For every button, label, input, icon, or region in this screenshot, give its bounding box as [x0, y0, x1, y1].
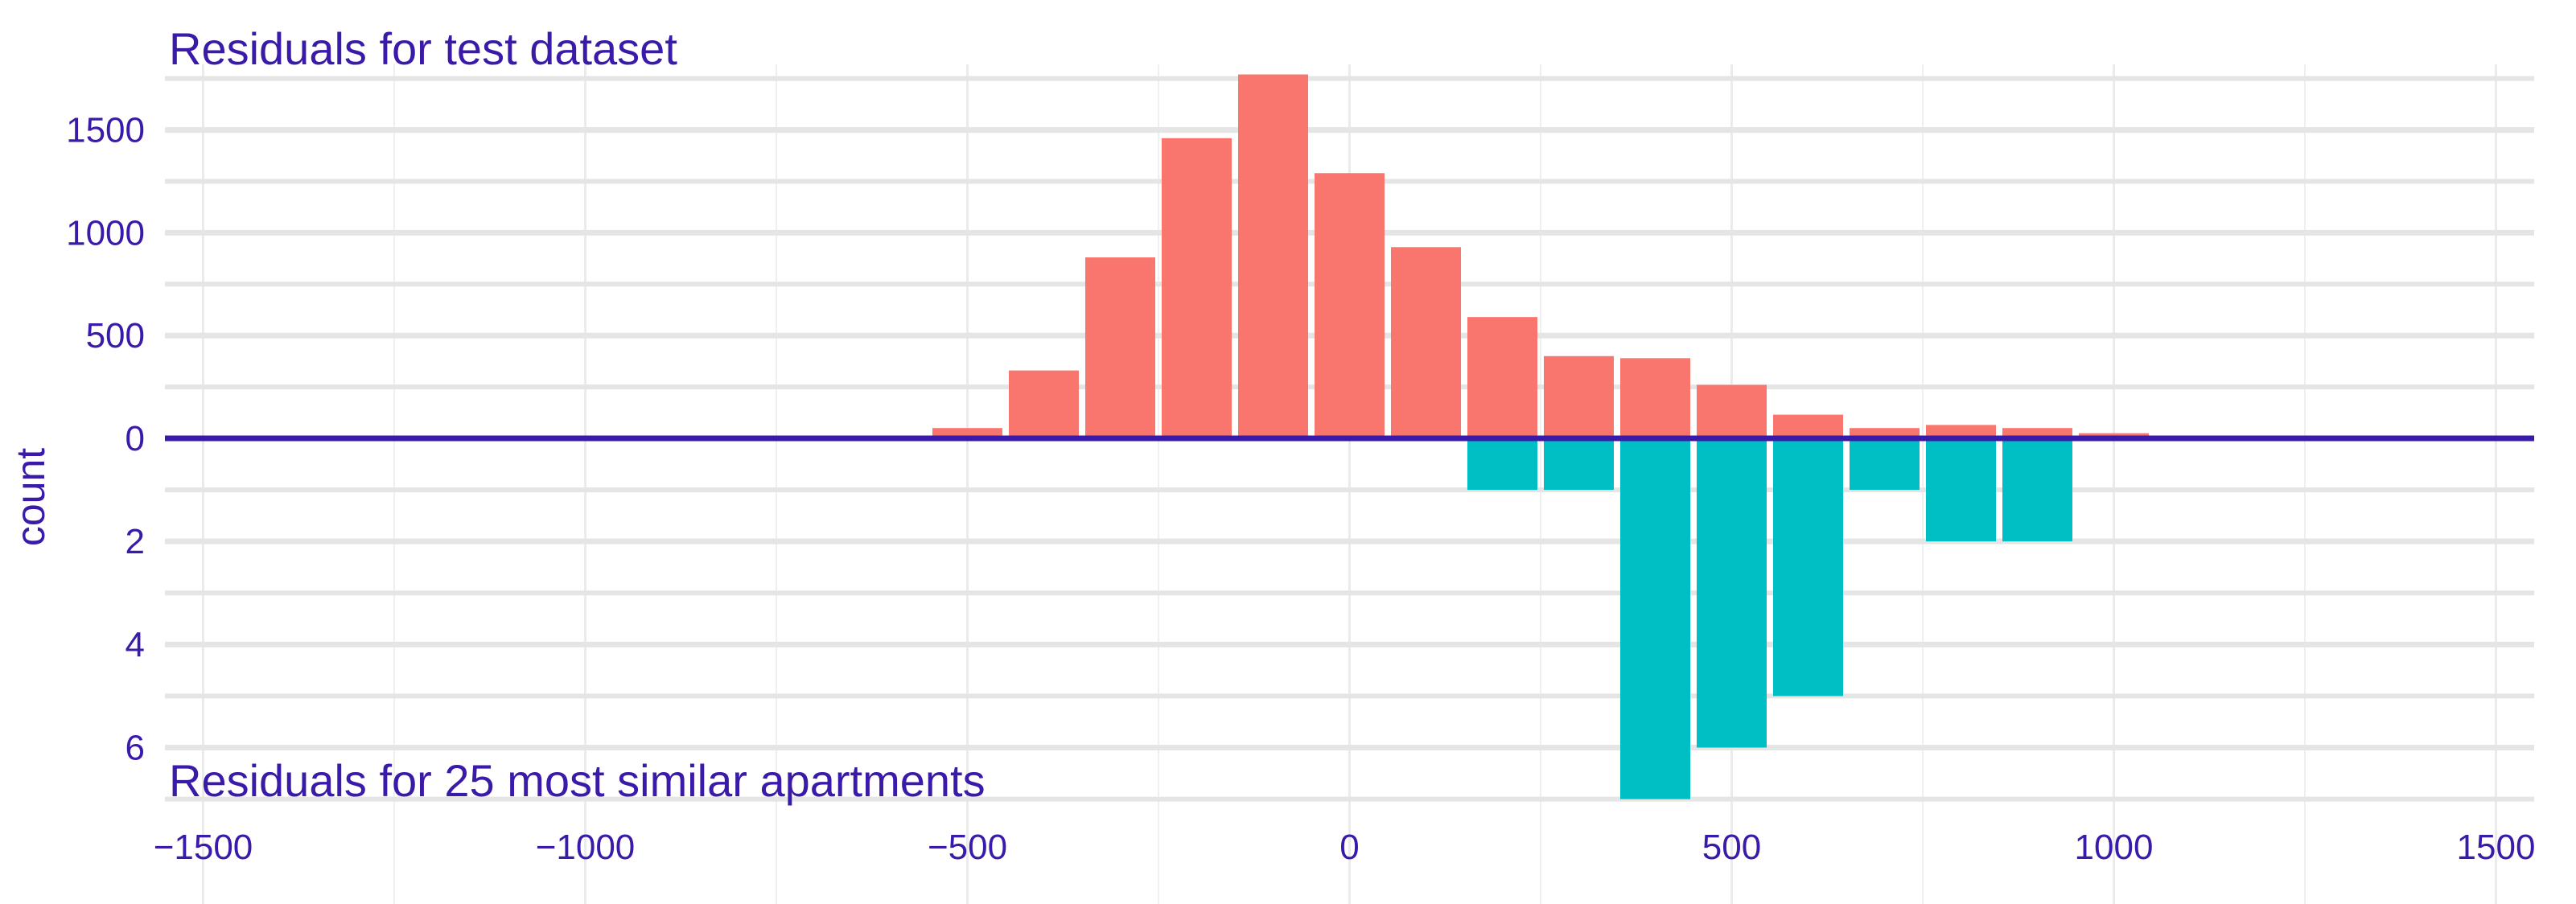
x-tick-label: −500: [928, 828, 1007, 867]
bottom-histogram-bar: [1773, 438, 1843, 696]
x-tick-label: −1000: [536, 828, 636, 867]
labels-layer: 500 1000 1500 0 2 4 6 −1500 −1000 −500 0 500 1000 150…: [66, 111, 2535, 867]
y-tick-label-top: 1000: [66, 213, 145, 253]
bottom-histogram-bar: [1544, 438, 1614, 491]
top-histogram-bar: [1926, 425, 1996, 438]
bars-layer: [932, 74, 2149, 799]
y-tick-label-bottom: 4: [126, 625, 145, 664]
top-histogram-bar: [1009, 370, 1079, 438]
x-tick-label: −1500: [154, 828, 253, 867]
x-tick-label: 500: [1702, 828, 1761, 867]
top-histogram-bar: [1391, 247, 1461, 438]
y-tick-label-zero: 0: [126, 419, 145, 458]
y-tick-label-bottom: 6: [126, 729, 145, 768]
top-histogram-bar: [1085, 257, 1155, 438]
top-histogram-bar: [1697, 384, 1767, 438]
top-panel-title: Residuals for test dataset: [169, 23, 677, 74]
y-tick-label-top: 1500: [66, 111, 145, 150]
bottom-histogram-bar: [1697, 438, 1767, 748]
x-tick-label: 0: [1339, 828, 1359, 867]
x-tick-label: 1500: [2457, 828, 2536, 867]
y-tick-label-bottom: 2: [126, 522, 145, 561]
bottom-histogram-bar: [1850, 438, 1920, 491]
bottom-histogram-bar: [2002, 438, 2072, 542]
top-histogram-bar: [1315, 173, 1385, 438]
top-histogram-bar: [1467, 317, 1537, 438]
x-tick-label: 1000: [2075, 828, 2154, 867]
y-axis-title: count: [8, 448, 53, 546]
y-tick-label-top: 500: [86, 316, 145, 355]
bottom-histogram-bar: [1467, 438, 1537, 491]
bottom-panel-title: Residuals for 25 most similar apartments: [169, 755, 986, 806]
bottom-histogram-bar: [1926, 438, 1996, 542]
top-histogram-bar: [1773, 414, 1843, 438]
top-histogram-bar: [1238, 74, 1308, 438]
top-histogram-bar: [1620, 358, 1690, 438]
top-histogram-bar: [1544, 355, 1614, 438]
top-histogram-bar: [1162, 138, 1232, 438]
bottom-histogram-bar: [1620, 438, 1690, 799]
